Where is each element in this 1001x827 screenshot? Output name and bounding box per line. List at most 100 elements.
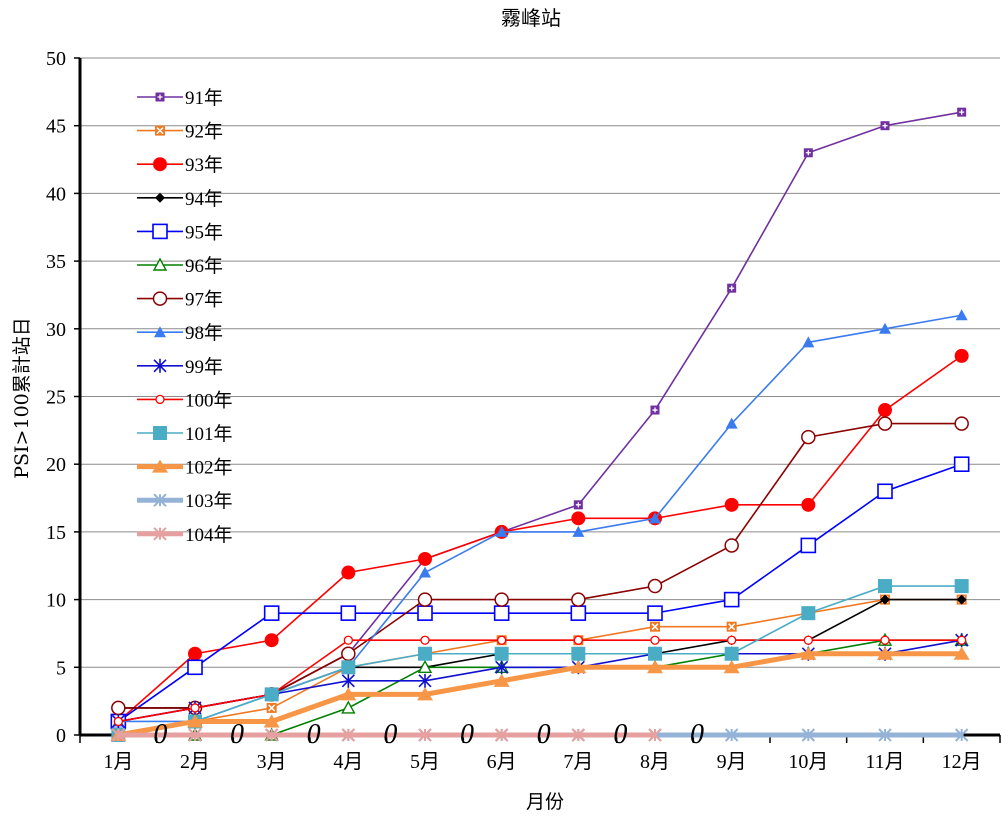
data-point — [417, 687, 433, 701]
y-tick-label: 15 — [46, 522, 66, 544]
y-tick-label: 30 — [46, 319, 66, 341]
data-point — [878, 728, 892, 742]
legend-item: 92年 — [137, 121, 223, 143]
x-tick-label: 2月 — [180, 751, 210, 773]
legend-label: 96年 — [185, 255, 223, 277]
legend-label: 100年 — [185, 389, 233, 411]
y-tick-label: 35 — [46, 251, 66, 273]
legend-label: 94年 — [185, 188, 223, 210]
data-point — [725, 417, 738, 429]
series-line — [118, 422, 962, 709]
legend: 91年 92年 93年 94年 95年 96年 97年 98年 99年 100年 101年 102年 1… — [137, 87, 233, 546]
data-point — [954, 416, 969, 431]
data-point — [880, 594, 890, 605]
data-point — [111, 728, 126, 742]
legend-item: 100年 — [137, 389, 233, 411]
data-point — [341, 700, 356, 714]
data-point — [724, 497, 739, 512]
data-point — [495, 660, 509, 675]
data-point — [187, 659, 203, 676]
series — [110, 456, 970, 730]
y-tick-label: 5 — [56, 657, 66, 679]
data-point — [650, 635, 660, 645]
data-point — [571, 646, 586, 661]
data-point — [153, 358, 167, 373]
data-point — [570, 605, 587, 621]
legend-item: 95年 — [137, 221, 223, 243]
x-tick-label: 8月 — [640, 751, 670, 773]
data-point — [494, 646, 509, 661]
data-point — [880, 635, 890, 645]
data-point — [420, 635, 430, 645]
data-point — [800, 537, 817, 554]
legend-label: 91年 — [185, 87, 223, 109]
y-tick-label: 20 — [46, 454, 66, 476]
chart-title: 霧峰站 — [501, 6, 561, 30]
zero-annotations: 0 0 0 0 0 0 0 0 — [153, 719, 704, 750]
data-point — [571, 511, 586, 526]
data-point — [647, 660, 663, 674]
data-point — [724, 728, 739, 742]
series — [111, 416, 969, 716]
data-point — [152, 257, 168, 271]
data-point — [113, 716, 123, 727]
data-point — [264, 687, 279, 702]
data-point-mark — [157, 94, 163, 100]
data-point — [497, 635, 507, 645]
data-point — [647, 578, 663, 594]
y-tick-label: 25 — [46, 387, 66, 409]
x-tick-label: 6月 — [487, 751, 517, 773]
series-line — [118, 585, 962, 736]
data-point — [877, 483, 893, 500]
data-point — [954, 728, 969, 742]
data-point-mark — [882, 123, 888, 129]
data-point — [648, 728, 662, 742]
data-point — [154, 326, 166, 338]
data-point — [570, 660, 587, 674]
data-point — [417, 659, 433, 673]
data-point-mark — [268, 704, 276, 712]
x-axis-title: 月份 — [526, 791, 564, 813]
data-point — [800, 646, 817, 660]
data-point — [263, 605, 280, 621]
data-point — [956, 594, 967, 605]
legend-item: 99年 — [137, 356, 223, 378]
legend-item: 94年 — [137, 188, 223, 210]
data-point — [878, 403, 892, 418]
data-point-mark — [959, 109, 965, 115]
x-tick-label: 10月 — [788, 751, 828, 773]
data-point — [494, 592, 509, 607]
legend-item: 98年 — [137, 322, 223, 344]
legend-label: 101年 — [185, 423, 233, 445]
legend-label: 102年 — [185, 457, 233, 479]
zero-annotation: 0 — [537, 719, 551, 750]
series — [111, 728, 662, 742]
y-axis-title: PSI>100累計站日 — [11, 317, 33, 479]
legend-item: 91年 — [137, 87, 223, 109]
data-point — [954, 348, 969, 363]
legend-label: 99年 — [185, 356, 223, 378]
series-lines — [110, 107, 970, 742]
x-tick-label: 1月 — [103, 751, 133, 773]
data-point — [727, 635, 737, 645]
data-point — [955, 309, 968, 321]
zero-annotation: 0 — [383, 719, 397, 750]
data-point — [418, 673, 432, 688]
legend-item: 102年 — [137, 457, 233, 479]
series — [113, 635, 967, 727]
legend-label: 103年 — [185, 490, 233, 512]
data-point — [801, 497, 816, 512]
data-point — [340, 605, 357, 621]
data-point-mark — [652, 407, 658, 413]
data-point — [724, 646, 739, 661]
data-point — [341, 660, 356, 675]
data-point — [802, 336, 815, 348]
data-point — [571, 728, 586, 742]
x-tick-label: 7月 — [563, 751, 593, 773]
y-tick-label: 45 — [46, 116, 66, 138]
y-tick-label: 0 — [56, 725, 66, 747]
data-point — [419, 566, 431, 578]
legend-item: 97年 — [137, 289, 223, 311]
